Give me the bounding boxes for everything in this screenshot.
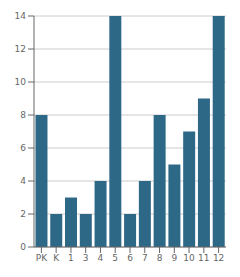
svg-text:2: 2 xyxy=(20,209,26,219)
svg-text:6: 6 xyxy=(20,143,26,153)
svg-text:1: 1 xyxy=(68,253,74,263)
svg-text:12: 12 xyxy=(15,44,26,54)
svg-text:4: 4 xyxy=(98,253,104,263)
svg-text:12: 12 xyxy=(213,253,224,263)
svg-text:11: 11 xyxy=(198,253,209,263)
svg-text:7: 7 xyxy=(142,253,148,263)
svg-text:5: 5 xyxy=(112,253,118,263)
svg-text:0: 0 xyxy=(20,242,26,252)
svg-text:9: 9 xyxy=(171,253,177,263)
svg-text:10: 10 xyxy=(15,77,27,87)
svg-text:4: 4 xyxy=(20,176,26,186)
svg-text:3: 3 xyxy=(83,253,89,263)
svg-text:10: 10 xyxy=(183,253,195,263)
svg-text:14: 14 xyxy=(15,11,27,21)
svg-text:6: 6 xyxy=(127,253,133,263)
svg-text:K: K xyxy=(53,253,60,263)
svg-text:8: 8 xyxy=(157,253,163,263)
svg-text:PK: PK xyxy=(36,253,48,263)
svg-text:8: 8 xyxy=(20,110,26,120)
